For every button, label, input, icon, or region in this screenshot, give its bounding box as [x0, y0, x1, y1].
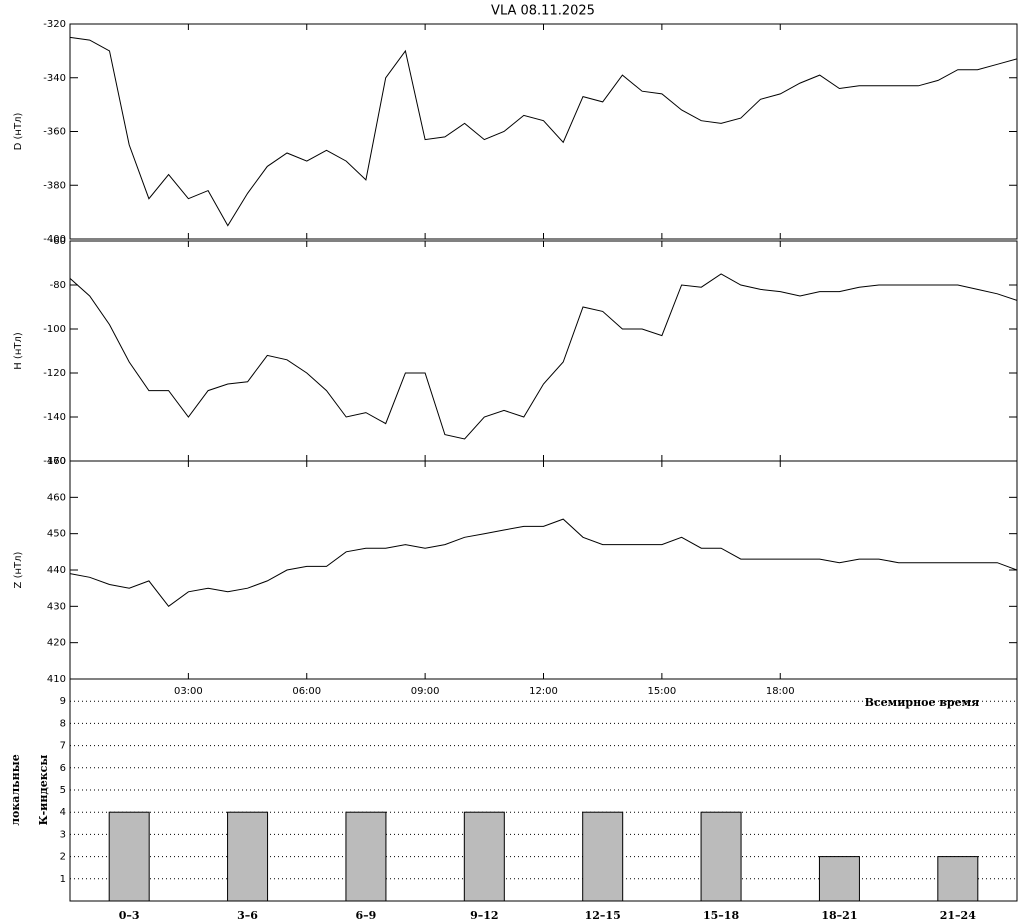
- x-tick-label: 03:00: [174, 686, 203, 697]
- y-tick-label: -80: [50, 280, 66, 291]
- bar: [345, 811, 387, 902]
- y-tick-label: -360: [43, 127, 66, 138]
- x-tick-label: 18–21: [821, 909, 857, 921]
- x-axis-label: Всемирное время: [865, 696, 980, 709]
- y-tick-label: -340: [43, 73, 66, 84]
- y-tick-label: 1: [60, 874, 66, 885]
- bar: [700, 811, 742, 902]
- y-tick-label: 5: [60, 785, 66, 796]
- x-tick-label: 21–24: [940, 909, 976, 921]
- y-axis-label: К-индексы: [37, 755, 50, 826]
- y-tick-label: -100: [43, 324, 66, 335]
- data-line: [69, 273, 1018, 440]
- data-line: [69, 518, 1018, 607]
- x-tick-label: 09:00: [411, 686, 440, 697]
- y-tick-label: -400: [43, 234, 66, 245]
- y-tick-label: 4: [60, 807, 66, 818]
- bar: [227, 811, 269, 902]
- y-tick-label: 420: [47, 638, 66, 649]
- bar: [582, 811, 624, 902]
- y-tick-label: -120: [43, 368, 66, 379]
- x-tick-label: 06:00: [292, 686, 321, 697]
- panel-frame: [69, 23, 1018, 240]
- y-axis-label: Z (нТл): [13, 551, 24, 588]
- y-axis-label: D (нТл): [13, 113, 24, 151]
- y-tick-label: 430: [47, 601, 66, 612]
- y-tick-label: 2: [60, 852, 66, 863]
- bar: [108, 811, 150, 902]
- y-tick-label: 6: [60, 763, 66, 774]
- x-tick-label: 15:00: [647, 686, 676, 697]
- x-tick-label: 12:00: [529, 686, 558, 697]
- y-tick-label: 3: [60, 829, 66, 840]
- y-tick-label: 460: [47, 492, 66, 503]
- bar: [463, 811, 505, 902]
- y-tick-label: 8: [60, 718, 66, 729]
- x-tick-label: 18:00: [766, 686, 795, 697]
- y-tick-label: -380: [43, 180, 66, 191]
- y-axis-label: H (нТл): [13, 332, 24, 370]
- y-tick-label: 440: [47, 565, 66, 576]
- y-tick-label: 410: [47, 674, 66, 685]
- x-tick-label: 9–12: [470, 909, 498, 921]
- x-tick-label: 0–3: [119, 909, 140, 921]
- y-tick-label: -320: [43, 19, 66, 30]
- y-tick-label: -160: [43, 456, 66, 467]
- bar: [818, 856, 860, 902]
- x-tick-label: 15–18: [703, 909, 739, 921]
- panel-frame: [69, 460, 1018, 680]
- x-tick-label: 6–9: [356, 909, 377, 921]
- x-tick-label: 3–6: [237, 909, 258, 921]
- y-tick-label: 450: [47, 529, 66, 540]
- y-tick-label: -140: [43, 412, 66, 423]
- y-tick-label: 7: [60, 741, 66, 752]
- chart-title: VLA 08.11.2025: [491, 4, 595, 19]
- y-tick-label: -60: [50, 236, 66, 247]
- x-tick-label: 12–15: [585, 909, 621, 921]
- y-tick-label: 470: [47, 456, 66, 467]
- bar: [937, 856, 979, 902]
- panel-frame: [69, 240, 1018, 462]
- y-tick-label: 9: [60, 696, 66, 707]
- y-axis-label: локальные: [9, 754, 22, 825]
- data-line: [69, 36, 1018, 227]
